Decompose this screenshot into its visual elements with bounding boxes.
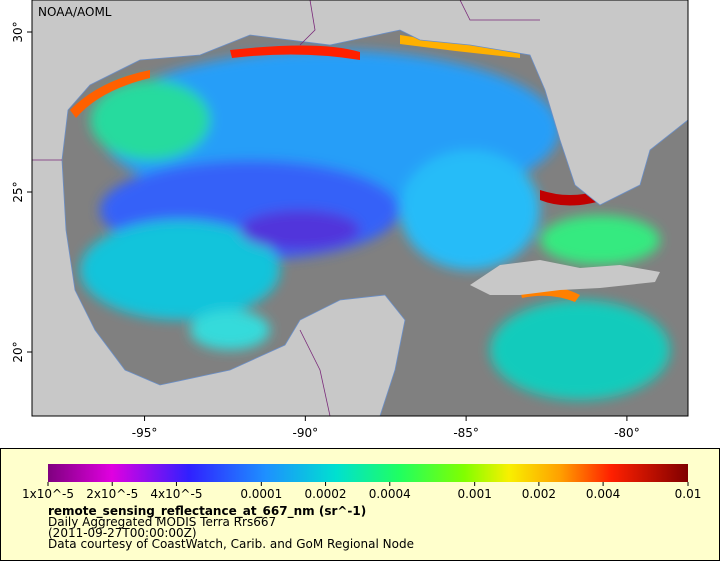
y-tick-label: 20°: [11, 341, 25, 362]
x-tick-label: -80°: [614, 426, 640, 440]
colorbar: [48, 464, 688, 482]
colorbar-tick-label: 0.001: [457, 487, 491, 501]
colorbar-tick-label: 1x10^-5: [22, 487, 74, 501]
x-tick-label: -95°: [132, 426, 158, 440]
y-tick-label: 30°: [11, 21, 25, 42]
legend-line: Daily Aggregated MODIS Terra Rrs667: [48, 515, 276, 529]
x-tick-label: -90°: [293, 426, 319, 440]
legend-line: (2011-09-27T00:00:00Z): [48, 526, 197, 540]
reflectance-field: [80, 30, 670, 400]
colorbar-tick-label: 0.0004: [369, 487, 411, 501]
legend-title: remote_sensing_reflectance_at_667_nm (sr…: [48, 504, 366, 519]
legend-line: Data courtesy of CoastWatch, Carib. and …: [48, 537, 414, 551]
y-tick-label: 25°: [11, 181, 25, 202]
land: [32, 0, 688, 416]
colorbar-tick-label: 4x10^-5: [150, 487, 202, 501]
colorbar-tick-label: 0.0002: [305, 487, 347, 501]
colorbar-tick-label: 0.004: [586, 487, 620, 501]
colorbar-tick-label: 2x10^-5: [86, 487, 138, 501]
map: NOAA/AOML: [32, 0, 688, 416]
borders: [32, 0, 540, 416]
cuba: [470, 260, 660, 295]
credit: NOAA/AOML: [38, 5, 112, 19]
colorbar-tick-label: 0.002: [522, 487, 556, 501]
map-frame: [31, 0, 689, 417]
colorbar-tick-label: 0.01: [675, 487, 702, 501]
x-tick-label: -85°: [453, 426, 479, 440]
colorbar-tick-label: 0.0001: [240, 487, 282, 501]
